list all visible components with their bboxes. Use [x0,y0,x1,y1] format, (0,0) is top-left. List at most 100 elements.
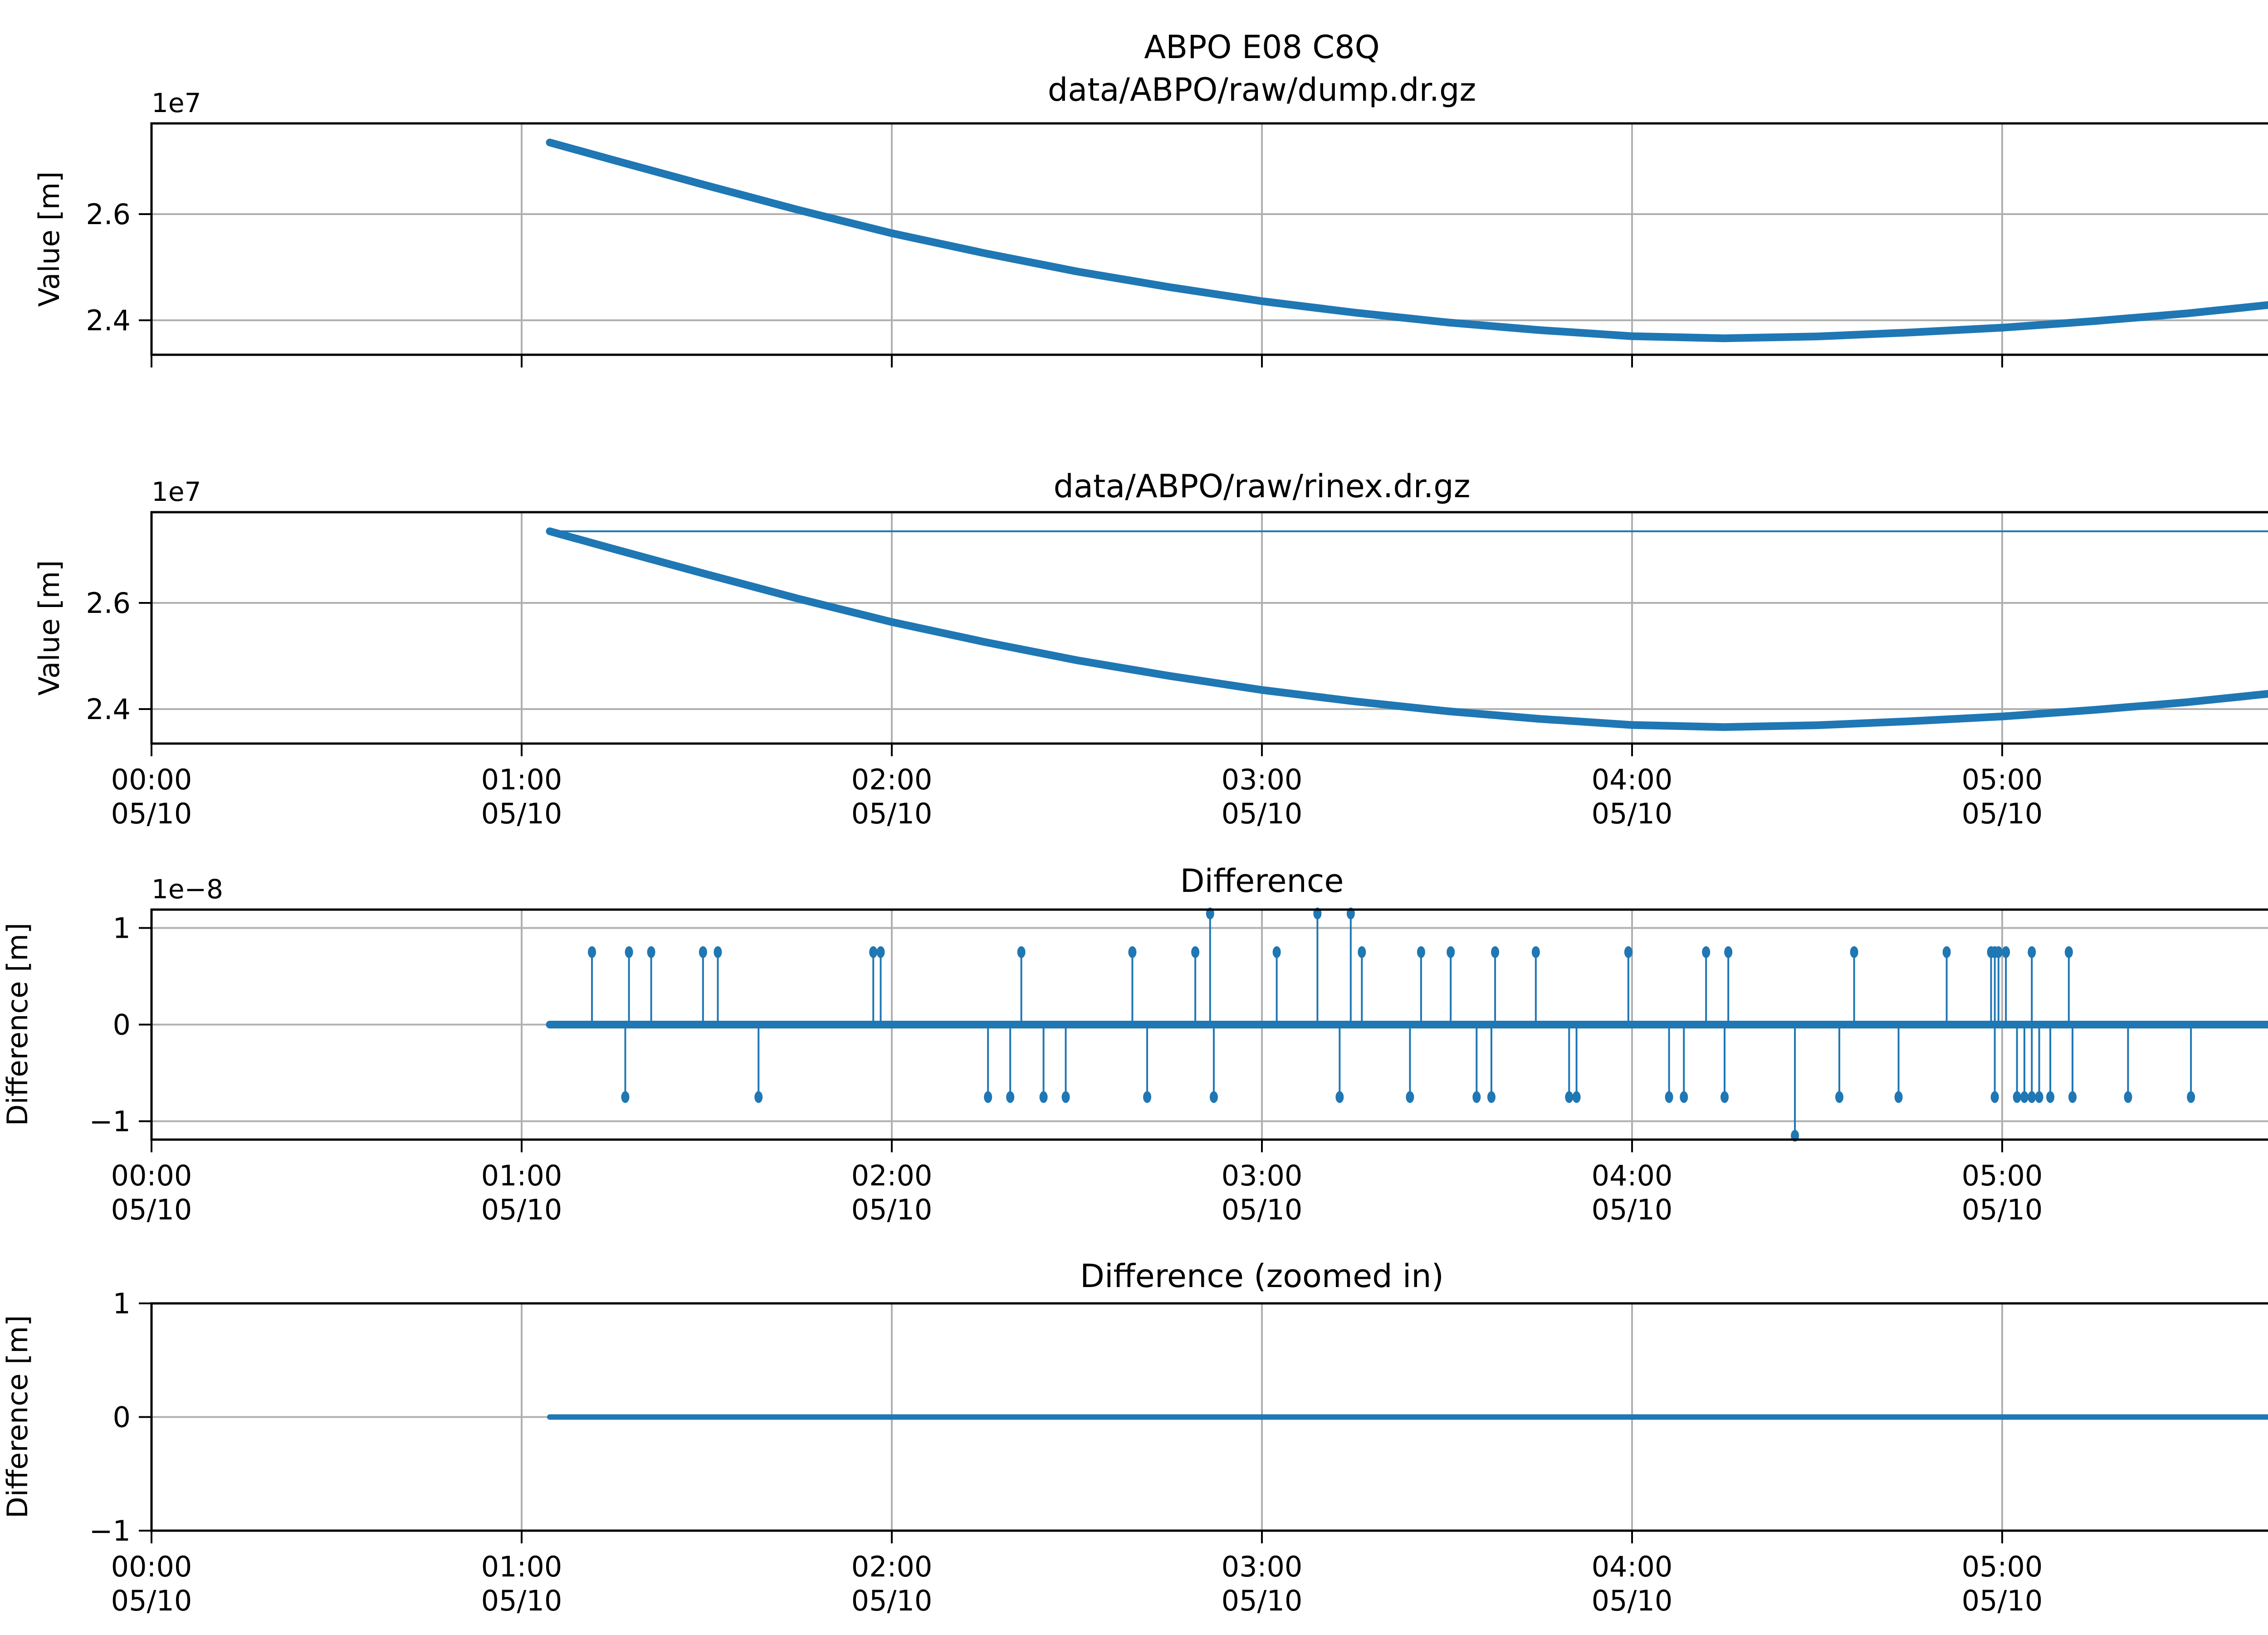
x-tick-label-time: 03:00 [1222,1159,1303,1192]
y-tick-label: 2.6 [86,587,131,620]
stem-marker [1680,1091,1688,1103]
x-tick-label-date: 05/10 [1962,1584,2043,1617]
x-tick-label-date: 05/10 [111,1193,192,1226]
stem-marker [714,946,722,958]
x-tick-label-date: 05/10 [481,1193,562,1226]
x-tick-label-time: 03:00 [1222,1550,1303,1583]
x-tick-label-date: 05/10 [851,797,933,830]
stem-marker [2013,1091,2021,1103]
stem-marker [1472,1091,1481,1103]
stem-marker [1447,946,1455,958]
x-tick-label-time: 00:00 [111,763,192,796]
stem-marker [2028,946,2036,958]
stem-marker [1017,946,1026,958]
x-tick-label-date: 05/10 [111,797,192,830]
plot2-title: data/ABPO/raw/rinex.dr.gz [1054,468,1471,505]
x-tick-label-time: 00:00 [111,1159,192,1192]
stem-marker [588,946,596,958]
series-curve [546,138,2268,343]
plot3-y-axis-label: Difference [m] [1,923,34,1126]
plot3-title: Difference [1180,862,1344,900]
x-tick-label-date: 05/10 [1592,1584,1673,1617]
plot1-title-line1: ABPO E08 C8Q [1144,29,1380,66]
x-tick-label-date: 05/10 [1592,1193,1673,1226]
stem-marker [1835,1091,1843,1103]
stem-marker [1702,946,1711,958]
stem-marker [1491,946,1500,958]
x-tick-label-time: 05:00 [1962,763,2043,796]
stem-marker [2064,946,2073,958]
stem-marker [1358,946,1366,958]
stem-marker [699,946,707,958]
stem-marker [1942,946,1951,958]
stem-marker [1894,1091,1903,1103]
x-tick-label-time: 01:00 [481,1159,562,1192]
x-tick-label-time: 02:00 [851,763,933,796]
stem-marker [2187,1091,2195,1103]
stem-marker [1335,1091,1344,1103]
y-tick-label: −1 [89,1105,131,1138]
stem-marker [2046,1091,2055,1103]
stem-marker [2020,1091,2028,1103]
stem-marker [869,946,878,958]
static-text-group: ABPO E08 C8Q data/ABPO/raw/dump.dr.gz da… [1,29,1476,1518]
stem-marker [647,946,655,958]
x-tick-label-time: 02:00 [851,1550,933,1583]
x-tick-label-date: 05/10 [1962,797,2043,830]
x-tick-label-time: 04:00 [1592,1550,1673,1583]
stem-marker [1209,1091,1218,1103]
x-tick-label-time: 03:00 [1222,763,1303,796]
x-tick-label-date: 05/10 [1222,797,1303,830]
x-tick-label-date: 05/10 [851,1193,933,1226]
x-tick-label-time: 01:00 [481,1550,562,1583]
x-tick-label-time: 02:00 [851,1159,933,1192]
stem-marker [1039,1091,1048,1103]
plot1-y-axis-label: Value [m] [33,171,66,307]
stem-marker [2035,1091,2043,1103]
x-tick-label-time: 00:00 [111,1550,192,1583]
x-tick-label-time: 04:00 [1592,1159,1673,1192]
y-tick-label: 1 [113,1287,131,1320]
stem-marker [984,1091,992,1103]
stem-marker [1990,1091,1999,1103]
stem-marker [1406,1091,1414,1103]
stem-marker [1850,946,1858,958]
stem-marker [1487,1091,1496,1103]
plot2-offset-label: 1e7 [152,476,201,507]
stem-marker [1994,946,2003,958]
y-tick-label: 0 [113,1401,131,1434]
plot2-y-axis-label: Value [m] [33,560,66,696]
stem-marker [1417,946,1425,958]
subplot-difference: −10100:0005/1001:0005/1002:0005/1003:000… [89,907,2268,1226]
series-curve [546,527,2268,731]
stem-marker [2124,1091,2132,1103]
stem-marker [1624,946,1633,958]
stem-marker [1061,1091,1070,1103]
y-tick-label: 1 [113,911,131,945]
plot4-title: Difference (zoomed in) [1080,1258,1444,1295]
stem-marker [1006,1091,1015,1103]
subplot-dump: 2.4 2.6 [86,122,2268,367]
x-tick-label-date: 05/10 [481,797,562,830]
y-tick-label: 0 [113,1008,131,1042]
stem-marker [1531,946,1540,958]
plot4-y-axis-label: Difference [m] [1,1315,34,1518]
stem-marker [754,1091,763,1103]
x-tick-label-time: 05:00 [1962,1159,2043,1192]
stem-marker [1143,1091,1152,1103]
stem-marker [1128,946,1137,958]
subplot-difference-zoomed: −10100:0005/1001:0005/1002:0005/1003:000… [89,1287,2268,1617]
stem-marker [1191,946,1200,958]
stem-marker [2028,1091,2036,1103]
plot1-title-line2: data/ABPO/raw/dump.dr.gz [1048,71,1476,108]
x-tick-label-date: 05/10 [851,1584,933,1617]
y-tick-label: −1 [89,1514,131,1547]
stem-marker [876,946,885,958]
stem-marker [1272,946,1281,958]
stem-marker [2002,946,2010,958]
x-tick-label-date: 05/10 [1222,1193,1303,1226]
x-tick-label-date: 05/10 [111,1584,192,1617]
x-tick-label-time: 04:00 [1592,763,1673,796]
